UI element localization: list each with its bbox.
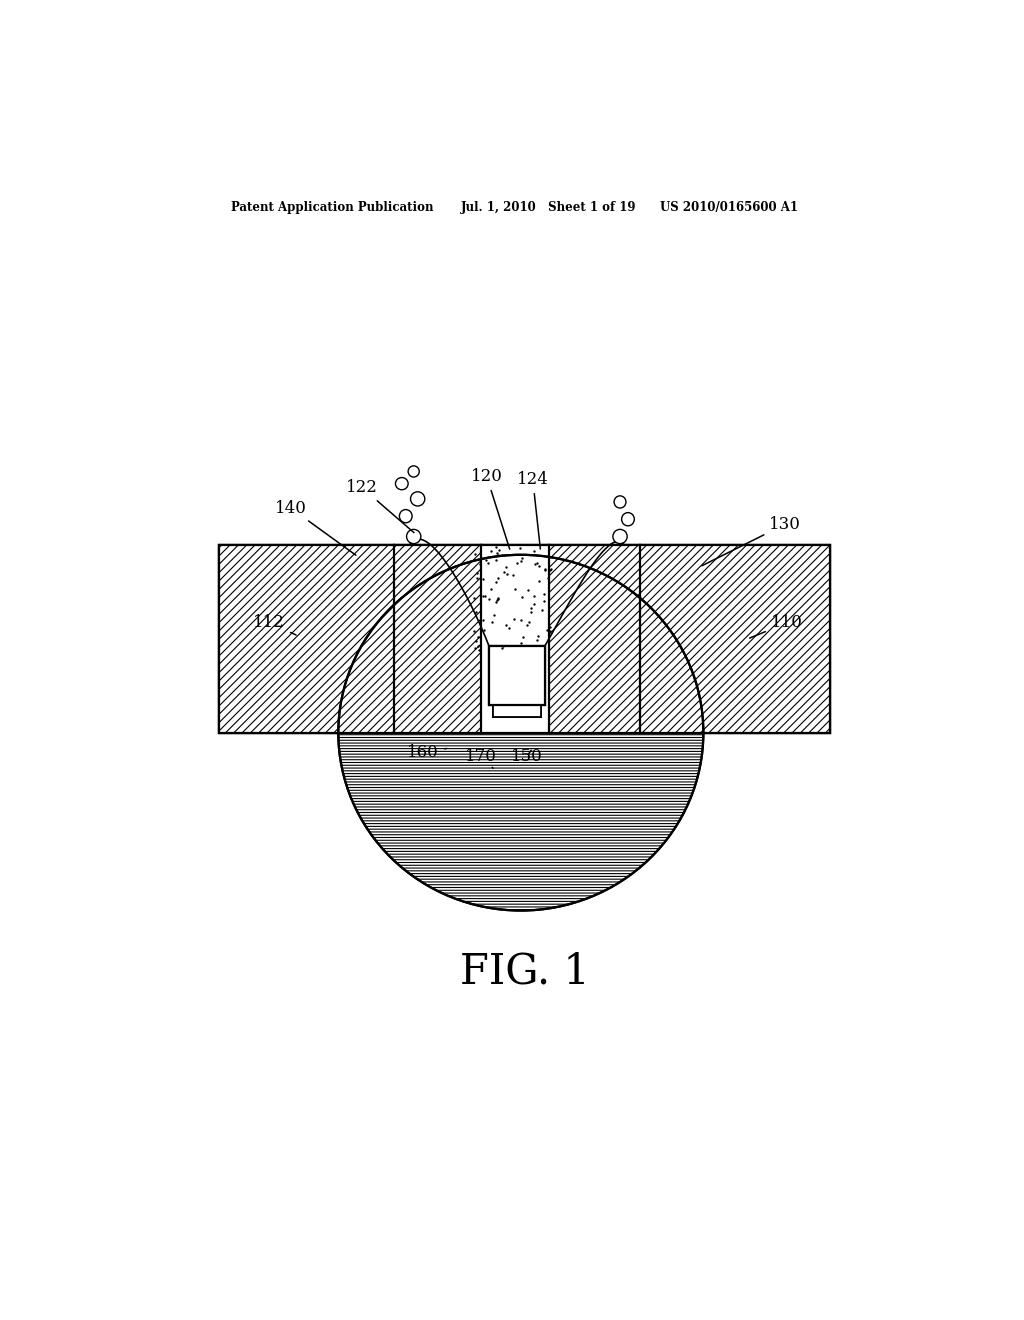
Bar bbox=[549, 545, 640, 733]
Text: 160: 160 bbox=[408, 744, 446, 762]
Bar bbox=[219, 545, 830, 733]
Text: 130: 130 bbox=[701, 516, 801, 566]
Ellipse shape bbox=[338, 554, 703, 911]
Text: 140: 140 bbox=[274, 499, 356, 556]
Bar bbox=[394, 545, 481, 733]
Text: 150: 150 bbox=[511, 747, 543, 764]
Bar bbox=[549, 733, 596, 840]
Text: 170: 170 bbox=[465, 747, 497, 768]
Ellipse shape bbox=[399, 510, 412, 523]
Text: 124: 124 bbox=[517, 471, 549, 549]
Ellipse shape bbox=[613, 529, 627, 544]
Bar bbox=[437, 733, 481, 840]
Text: Patent Application Publication: Patent Application Publication bbox=[231, 201, 434, 214]
Bar bbox=[394, 545, 481, 733]
Bar bbox=[549, 545, 640, 733]
Bar bbox=[219, 545, 394, 733]
Text: 112: 112 bbox=[253, 614, 296, 635]
Text: US 2010/0165600 A1: US 2010/0165600 A1 bbox=[659, 201, 798, 214]
Ellipse shape bbox=[622, 512, 634, 525]
Bar bbox=[522, 678, 545, 705]
Ellipse shape bbox=[407, 529, 421, 544]
Bar bbox=[219, 545, 830, 733]
Text: FIG. 1: FIG. 1 bbox=[460, 950, 590, 993]
Bar bbox=[489, 647, 545, 705]
Bar bbox=[489, 647, 545, 705]
Bar bbox=[640, 545, 830, 733]
Ellipse shape bbox=[395, 478, 409, 490]
Bar bbox=[219, 545, 830, 733]
Bar bbox=[494, 705, 541, 718]
Text: 110: 110 bbox=[750, 614, 803, 638]
Ellipse shape bbox=[614, 496, 626, 508]
Text: Jul. 1, 2010   Sheet 1 of 19: Jul. 1, 2010 Sheet 1 of 19 bbox=[461, 201, 637, 214]
Bar bbox=[494, 705, 541, 718]
Bar bbox=[219, 545, 394, 733]
Bar bbox=[640, 545, 830, 733]
Ellipse shape bbox=[411, 492, 425, 506]
Text: 122: 122 bbox=[346, 479, 414, 533]
Bar bbox=[219, 545, 830, 733]
Ellipse shape bbox=[409, 466, 419, 477]
Text: 120: 120 bbox=[471, 469, 510, 549]
